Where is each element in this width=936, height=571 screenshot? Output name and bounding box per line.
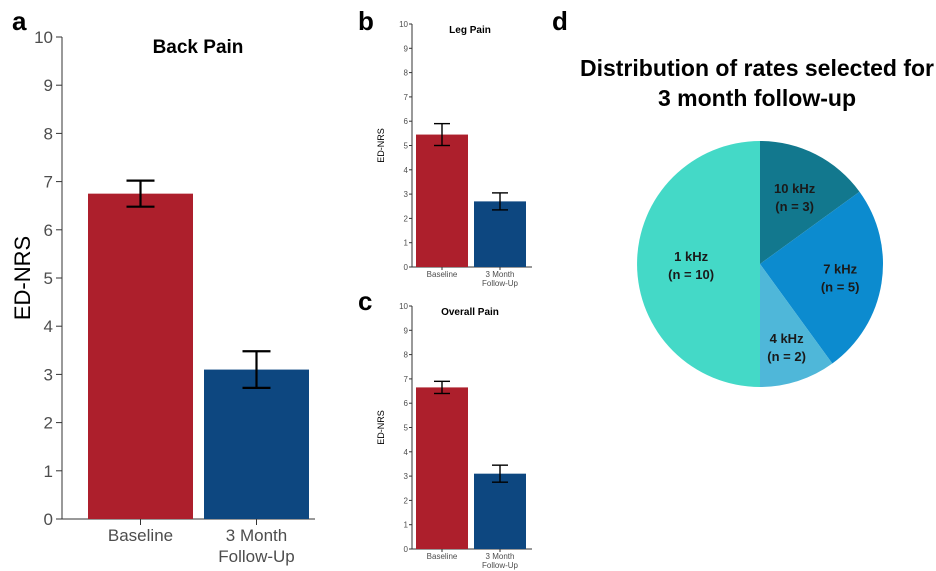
y-tick-label: 5	[404, 142, 409, 151]
y-tick-label: 10	[34, 28, 53, 47]
y-tick-label: 6	[44, 221, 53, 240]
y-tick-label: 2	[44, 414, 53, 433]
y-tick-label: 0	[404, 545, 409, 554]
y-tick-label: 9	[404, 44, 409, 53]
y-tick-label: 2	[404, 214, 409, 223]
y-tick-label: 2	[404, 496, 409, 505]
y-tick-label: 5	[404, 424, 409, 433]
x-tick-label: Follow-Up	[218, 547, 295, 566]
chart-title: Back Pain	[153, 37, 244, 58]
y-tick-label: 10	[399, 302, 408, 311]
pie-slice-count: (n = 2)	[767, 349, 806, 364]
pie-slice-label: 7 kHz	[823, 262, 857, 277]
rate-distribution-pie: Distribution of rates selected for 3 mont…	[580, 55, 934, 387]
y-axis-label: ED-NRS	[376, 410, 386, 445]
y-tick-label: 6	[404, 117, 409, 126]
y-tick-label: 9	[44, 76, 53, 95]
chart-title: Overall Pain	[441, 307, 499, 318]
x-tick-label: Baseline	[427, 270, 458, 279]
y-tick-label: 7	[404, 93, 409, 102]
y-tick-label: 1	[404, 521, 409, 530]
y-tick-label: 8	[44, 124, 53, 143]
y-tick-label: 5	[44, 269, 53, 288]
y-tick-label: 7	[404, 375, 409, 384]
x-tick-label: 3 Month	[226, 526, 287, 545]
bar-followup	[474, 473, 526, 549]
y-tick-label: 4	[404, 166, 409, 175]
x-tick-label: Follow-Up	[482, 279, 519, 288]
bar-baseline	[88, 193, 193, 519]
y-tick-label: 8	[404, 351, 409, 360]
x-tick-label: 3 Month	[486, 552, 515, 561]
y-tick-label: 4	[44, 317, 53, 336]
back-pain-chart: 0 1 2 3 4 5 6 7 8 9 10 Baseline 3 Month Follow-Up Back…	[10, 28, 315, 566]
y-tick-label: 10	[399, 20, 408, 29]
pie-slice-7-khz	[760, 191, 884, 364]
x-tick-label: Baseline	[108, 526, 173, 545]
y-tick-label: 9	[404, 326, 409, 335]
bar-followup	[204, 369, 309, 519]
pie-slice-1-khz	[637, 141, 760, 387]
pie-slice-label: 4 kHz	[770, 331, 804, 346]
pie-slice-label: 1 kHz	[674, 249, 708, 264]
panel-label-b: b	[358, 6, 374, 36]
pie-title-line-1: Distribution of rates selected for	[580, 55, 934, 81]
y-tick-label: 1	[44, 462, 53, 481]
y-axis-label: ED-NRS	[376, 128, 386, 163]
bar-followup	[474, 201, 526, 267]
pie-title-line-2: 3 month follow-up	[658, 85, 856, 111]
y-tick-label: 3	[44, 365, 53, 384]
panel-label-a: a	[12, 6, 27, 36]
panel-label-c: c	[358, 286, 372, 316]
pie-slice-4-khz	[760, 264, 833, 387]
y-axis-label: ED-NRS	[10, 236, 35, 320]
y-tick-label: 7	[44, 173, 53, 192]
pie-slice-count: (n = 10)	[668, 267, 714, 282]
pie-slice-count: (n = 3)	[775, 199, 814, 214]
y-tick-label: 6	[404, 399, 409, 408]
y-tick-label: 3	[404, 190, 409, 199]
panel-label-d: d	[552, 6, 568, 36]
x-tick-label: 3 Month	[486, 270, 515, 279]
y-tick-label: 0	[404, 263, 409, 272]
y-tick-label: 4	[404, 448, 409, 457]
y-tick-label: 1	[404, 239, 409, 248]
x-tick-label: Follow-Up	[482, 561, 519, 570]
chart-title: Leg Pain	[449, 25, 491, 36]
y-tick-label: 0	[44, 510, 53, 529]
bar-baseline	[416, 134, 468, 267]
x-tick-label: Baseline	[427, 552, 458, 561]
bar-baseline	[416, 387, 468, 549]
pie-slice-count: (n = 5)	[821, 280, 860, 295]
pie-slice-label: 10 kHz	[774, 181, 816, 196]
pie-slice-10-khz	[760, 141, 860, 264]
y-tick-label: 8	[404, 69, 409, 78]
y-tick-label: 3	[404, 472, 409, 481]
